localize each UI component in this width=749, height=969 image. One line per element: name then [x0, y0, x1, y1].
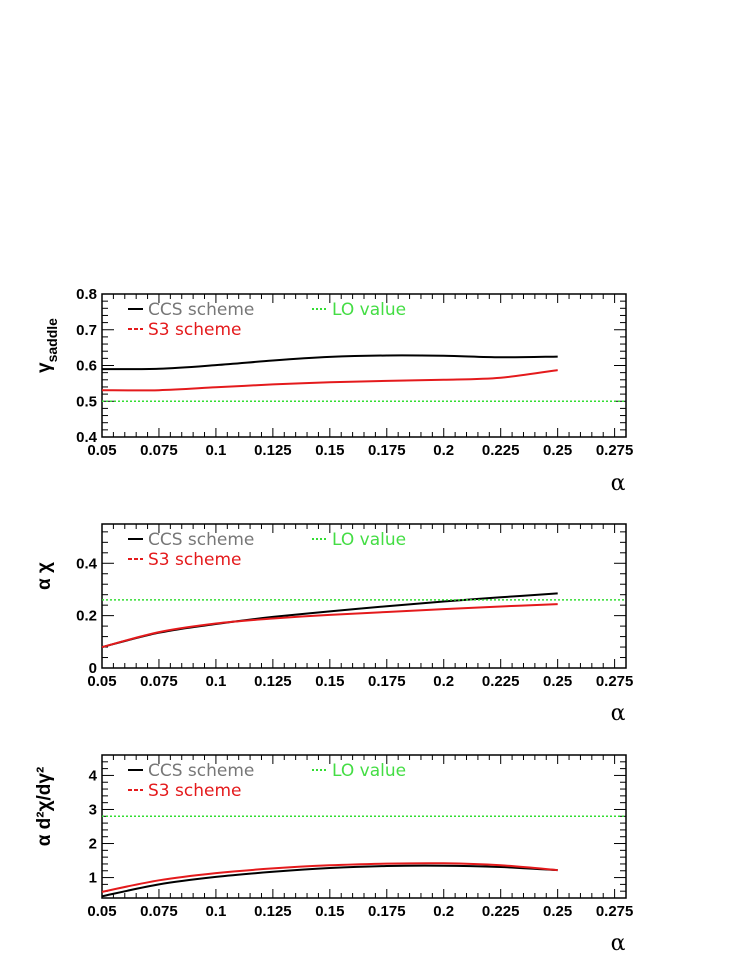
- x-tick-label: 0.1: [205, 903, 226, 920]
- panel-mid: 0.05 0.075 0.1 0.125 0.15 0.175 0.2 0.225 0.25 0.…: [34, 523, 634, 726]
- x-tick-label: 0.05: [87, 673, 116, 690]
- x-axis-label: α: [611, 701, 626, 726]
- x-tick-label: 0.175: [368, 903, 406, 920]
- x-axis-label: α: [611, 471, 626, 496]
- x-tick-label: 0.125: [254, 442, 292, 459]
- legend-label: LO value: [332, 761, 406, 781]
- x-tick-label: 0.25: [543, 903, 572, 920]
- x-tick-label: 0.1: [205, 673, 226, 690]
- x-tick-label: 0.15: [315, 442, 344, 459]
- y-tick-label: 2: [89, 836, 97, 853]
- x-tick-label: 0.15: [315, 903, 344, 920]
- legend-label: LO value: [332, 300, 406, 320]
- x-axis-label: α: [611, 931, 626, 956]
- y-tick-label: 0.4: [76, 429, 98, 446]
- series-line-ccs-scheme: [101, 354, 558, 371]
- y-tick-label: 0.8: [76, 286, 97, 303]
- panel-top: 0.05 0.075 0.1 0.125 0.15 0.175 0.2 0.225 0.25 0.…: [34, 286, 633, 496]
- y-axis-label-sub: saddle: [44, 318, 60, 363]
- series-line-s3-scheme: [101, 603, 558, 649]
- y-tick-label: 0: [89, 660, 97, 677]
- legend-label: CCS scheme: [148, 761, 254, 781]
- y-axis-label: α d²χ/dγ²: [34, 767, 55, 847]
- y-tick-label: 0.5: [76, 393, 97, 410]
- x-tick-label: 0.05: [87, 442, 116, 459]
- x-tick-label: 0.25: [543, 442, 572, 459]
- x-tick-label: 0.2: [433, 442, 454, 459]
- legend-label: S3 scheme: [148, 550, 241, 570]
- y-tick-label: 1: [89, 870, 97, 887]
- x-tick-label: 0.225: [482, 673, 520, 690]
- y-tick-label: 0.6: [76, 358, 97, 375]
- legend-label: CCS scheme: [148, 530, 254, 550]
- panel-bottom: 0.05 0.075 0.1 0.125 0.15 0.175 0.2 0.225 0.25 0.…: [34, 754, 634, 956]
- series-line-ccs-scheme: [101, 592, 558, 649]
- y-axis-label: γsaddle: [34, 318, 60, 373]
- x-tick-label: 0.175: [368, 442, 406, 459]
- x-tick-label: 0.15: [315, 673, 344, 690]
- y-axis-label: α χ: [34, 562, 55, 590]
- x-tick-label: 0.075: [140, 903, 178, 920]
- y-axis-label-main: γ: [34, 362, 55, 373]
- y-tick-label: 0.7: [76, 322, 97, 339]
- x-tick-label: 0.125: [254, 673, 292, 690]
- legend-label: S3 scheme: [148, 781, 241, 801]
- x-tick-label: 0.075: [140, 442, 178, 459]
- x-tick-label: 0.1: [205, 442, 226, 459]
- y-tick-label: 0.2: [76, 608, 97, 625]
- legend-label: CCS scheme: [148, 300, 254, 320]
- x-tick-label: 0.275: [596, 673, 634, 690]
- x-tick-label: 0.275: [596, 903, 634, 920]
- y-tick-label: 0.4: [76, 555, 98, 572]
- y-tick-label: 4: [89, 767, 98, 784]
- x-tick-label: 0.225: [482, 903, 520, 920]
- x-tick-label: 0.25: [543, 673, 572, 690]
- series-line-s3-scheme: [101, 862, 558, 893]
- x-tick-label: 0.075: [140, 673, 178, 690]
- x-tick-label: 0.05: [87, 903, 116, 920]
- legend-label: S3 scheme: [148, 320, 241, 340]
- x-tick-label: 0.175: [368, 673, 406, 690]
- y-tick-label: 3: [89, 801, 97, 818]
- series-line-s3-scheme: [101, 369, 558, 392]
- x-tick-label: 0.125: [254, 903, 292, 920]
- x-tick-label: 0.2: [433, 673, 454, 690]
- x-tick-label: 0.225: [482, 442, 520, 459]
- x-tick-label: 0.2: [433, 903, 454, 920]
- y-axis-label-main: α d²χ/dγ²: [34, 767, 55, 847]
- y-axis-label-main: α χ: [34, 562, 55, 590]
- x-tick-label: 0.275: [596, 442, 634, 459]
- legend-label: LO value: [332, 530, 406, 550]
- series-line-ccs-scheme: [101, 864, 558, 898]
